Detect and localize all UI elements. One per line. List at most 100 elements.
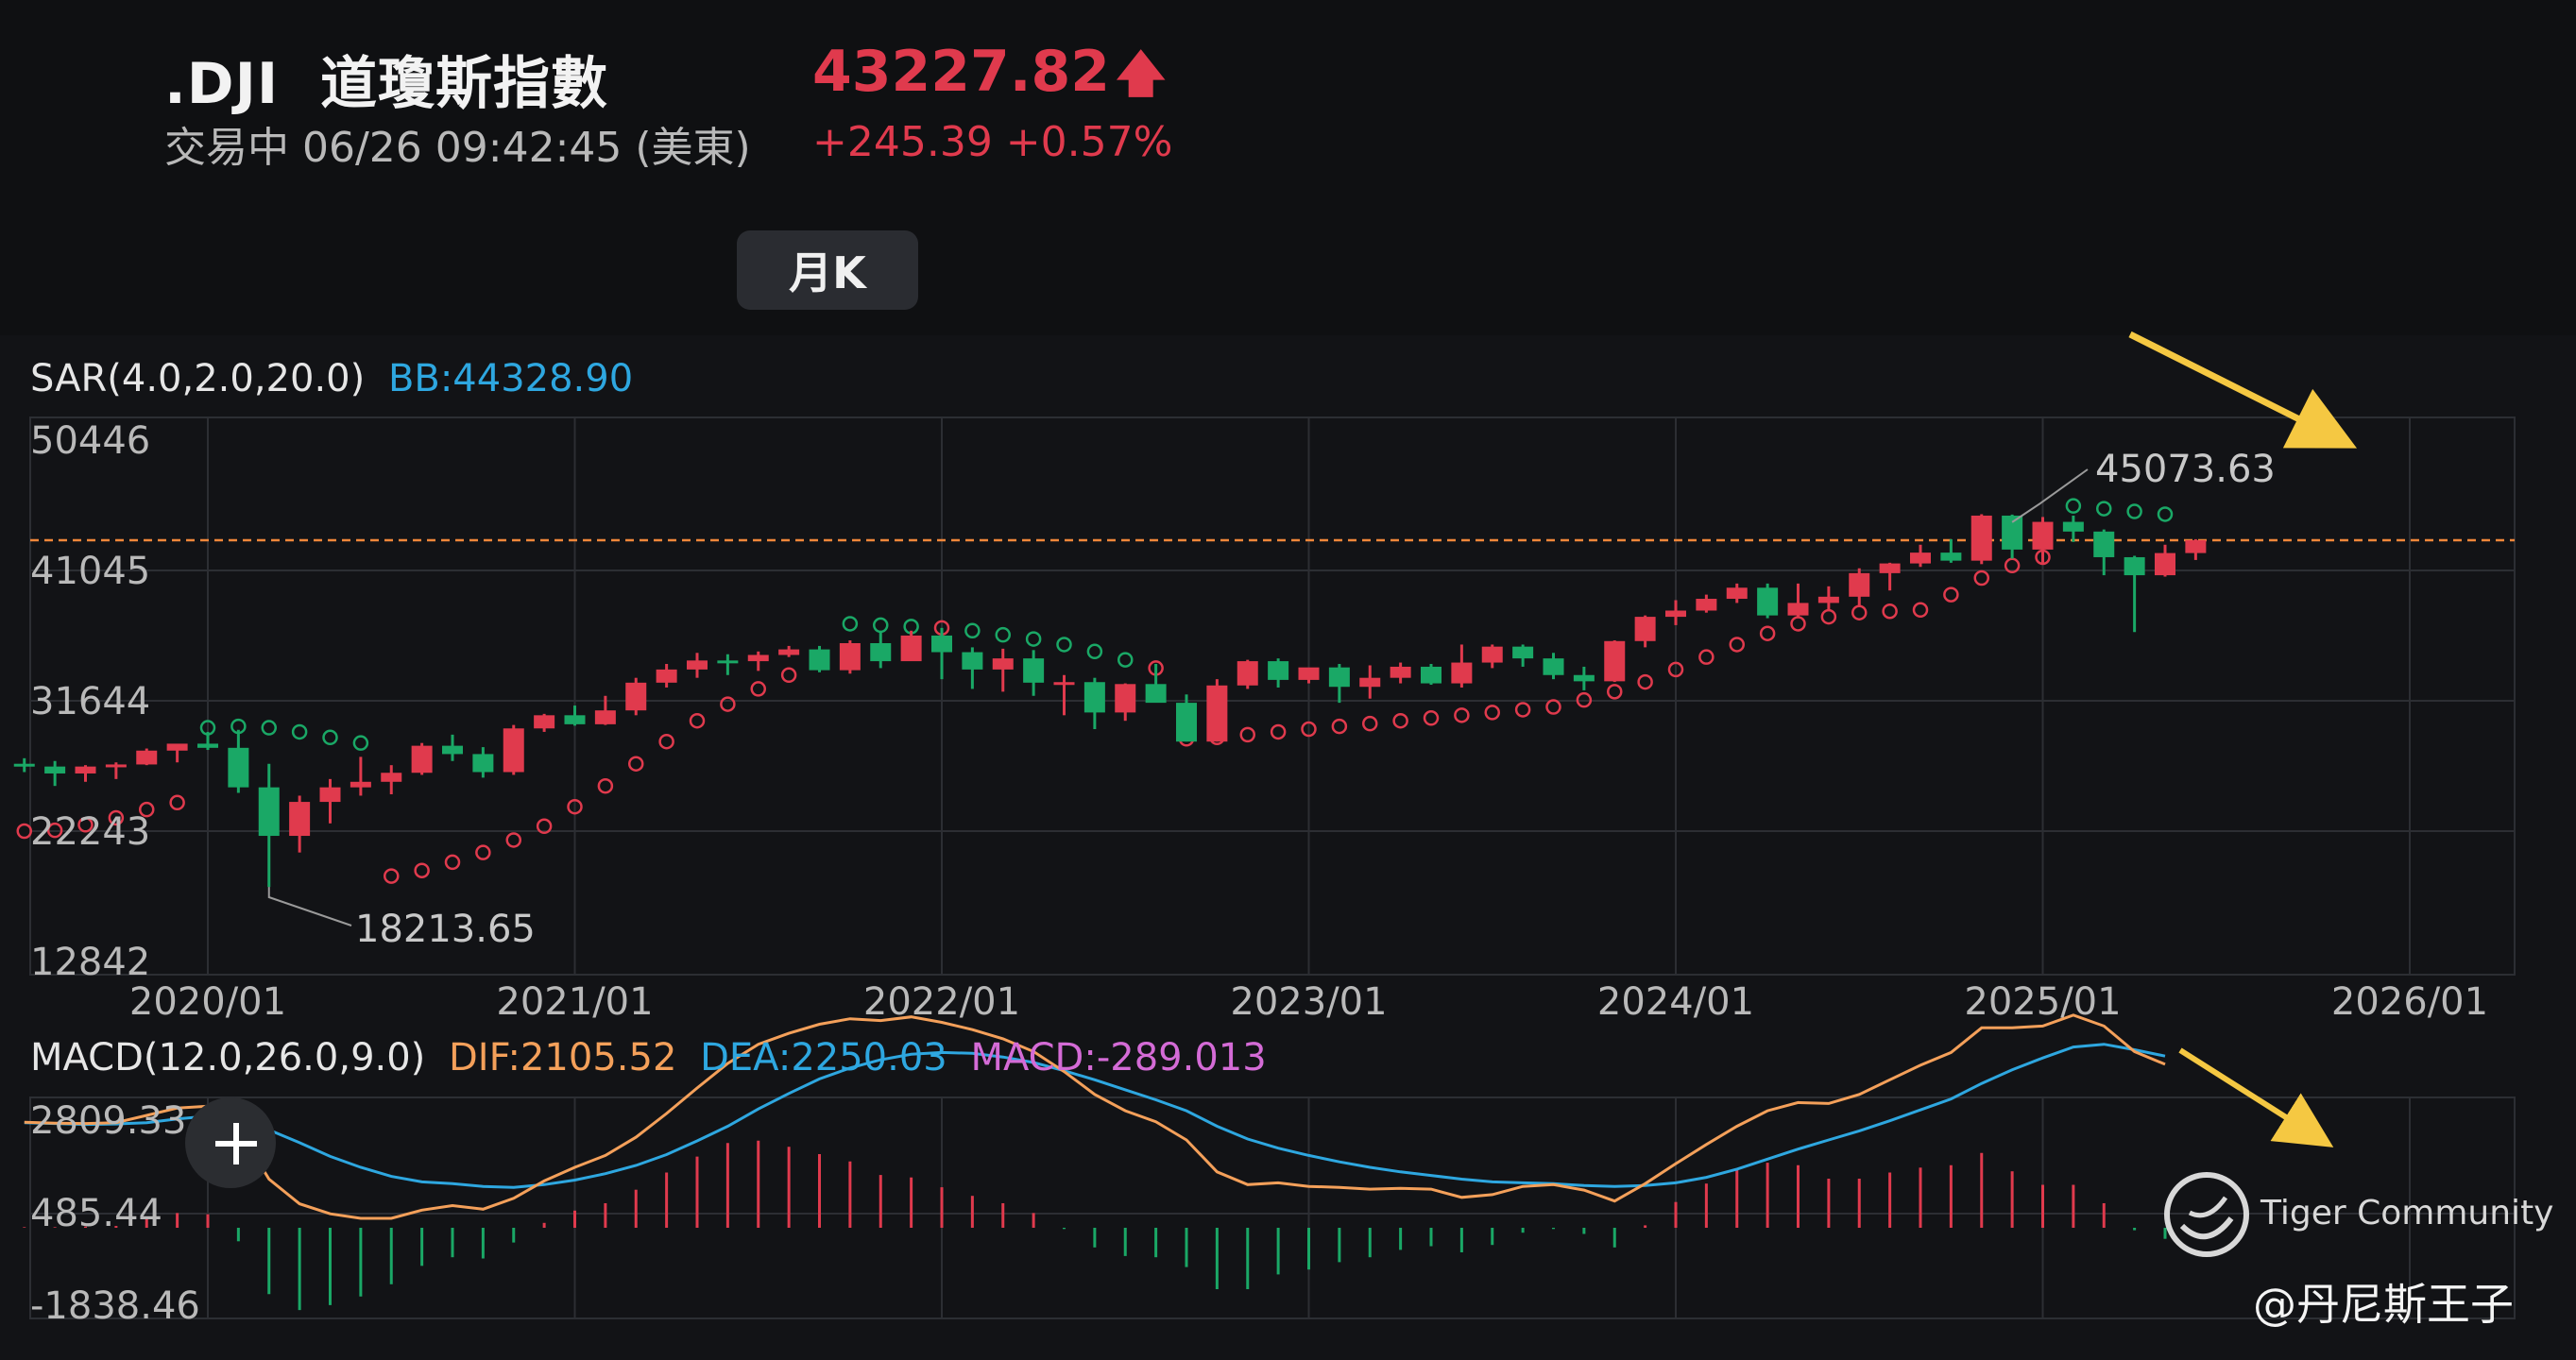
candle-body bbox=[1298, 667, 1320, 680]
candle-body bbox=[1573, 674, 1595, 682]
main-legend: SAR(4.0,2.0,20.0) BB:44328.90 bbox=[30, 357, 633, 400]
macd-params-label: MACD(12.0,26.0,9.0) bbox=[30, 1036, 425, 1080]
sar-dot bbox=[1882, 603, 1898, 620]
sar-dot bbox=[1454, 707, 1470, 723]
candle-body bbox=[1237, 661, 1258, 686]
candle-body bbox=[13, 763, 35, 767]
sar-dot bbox=[597, 777, 614, 794]
sar-dot bbox=[1331, 718, 1348, 735]
macd-legend: MACD(12.0,26.0,9.0) DIF:2105.52 DEA:2250… bbox=[30, 1036, 1267, 1080]
tiger-community-watermark: Tiger Community bbox=[2161, 1169, 2553, 1264]
sar-dot bbox=[1729, 637, 1745, 653]
candle-body bbox=[1604, 640, 1626, 682]
candle-body bbox=[472, 754, 494, 773]
candle-body bbox=[1849, 572, 1870, 597]
period-monthly-button[interactable]: 月K bbox=[737, 230, 918, 310]
candle-body bbox=[136, 750, 158, 765]
sar-dot bbox=[1576, 691, 1593, 708]
candle-body bbox=[2093, 531, 2115, 557]
candle-body bbox=[1665, 610, 1686, 618]
macd-histogram bbox=[23, 1140, 2167, 1311]
macd-chart-grid bbox=[29, 1096, 2516, 1319]
candle-body bbox=[1328, 667, 1350, 688]
price-change: +245.39 +0.57% bbox=[812, 118, 1173, 166]
annotation-label: 18213.65 bbox=[355, 908, 536, 951]
sar-dot bbox=[1239, 726, 1255, 743]
candle-body bbox=[166, 743, 188, 751]
candle-body bbox=[2155, 552, 2175, 576]
macd-axes: 2809.33 485.44 -1838.46 bbox=[30, 1099, 200, 1328]
candle-body bbox=[931, 635, 952, 653]
dif-line bbox=[24, 1013, 2166, 1220]
candle-body bbox=[1206, 685, 1228, 742]
sar-dot bbox=[1270, 723, 1287, 740]
main-chart-grid bbox=[29, 416, 2516, 976]
candle-body bbox=[2002, 515, 2023, 550]
annotation-arrow-macd bbox=[2178, 1047, 2334, 1148]
brand-text: Tiger Community bbox=[2260, 1194, 2554, 1232]
candle-body bbox=[534, 715, 555, 729]
plus-icon bbox=[215, 1123, 257, 1164]
sar-dot bbox=[964, 622, 981, 639]
candle-body bbox=[350, 781, 371, 788]
candle-body bbox=[1481, 646, 1503, 663]
bb-label: BB:44328.90 bbox=[388, 357, 633, 400]
candle-body bbox=[870, 642, 892, 662]
sar-dot bbox=[750, 681, 766, 697]
candle-body bbox=[258, 787, 280, 837]
symbol-code: .DJI bbox=[164, 51, 280, 117]
candle-body bbox=[381, 773, 402, 782]
sar-dot bbox=[567, 798, 583, 815]
sar-dot bbox=[1943, 586, 1959, 603]
candle-body bbox=[503, 728, 524, 773]
y-tick-label: 50446 bbox=[30, 419, 150, 463]
x-tick-label: 2022/01 bbox=[863, 980, 1020, 1024]
candle-body bbox=[2124, 556, 2145, 576]
candle-body bbox=[1940, 552, 1962, 561]
main-chart-annotations: 45073.63 18213.65 bbox=[267, 448, 2276, 951]
dea-label: DEA:2250.03 bbox=[700, 1036, 947, 1080]
x-tick-label: 2026/01 bbox=[2331, 980, 2488, 1024]
candle-body bbox=[1726, 587, 1748, 600]
candle-body bbox=[442, 745, 463, 755]
sar-dot bbox=[1484, 705, 1500, 721]
sar-dot bbox=[291, 723, 308, 740]
candle-body bbox=[1696, 599, 1717, 611]
sar-dot bbox=[2157, 506, 2174, 522]
candle-body bbox=[717, 660, 739, 664]
annotation-arrow-main bbox=[2128, 331, 2358, 449]
tiger-logo-icon bbox=[2164, 1172, 2249, 1257]
sar-dot bbox=[505, 832, 521, 848]
candle-body bbox=[625, 682, 647, 711]
sar-dot bbox=[628, 756, 644, 772]
candle-body bbox=[105, 764, 127, 768]
sar-dot bbox=[352, 735, 369, 751]
candle-body bbox=[564, 715, 586, 724]
symbol-title: .DJI 道瓊斯指數 bbox=[164, 38, 608, 120]
sar-dot bbox=[2126, 503, 2142, 519]
x-tick-label: 2025/01 bbox=[1964, 980, 2121, 1024]
candle-body bbox=[778, 649, 800, 655]
sar-dot bbox=[1301, 721, 1317, 738]
sar-dot bbox=[1973, 570, 1989, 586]
sar-dot bbox=[2004, 557, 2021, 574]
annotation-leader bbox=[267, 887, 352, 926]
annotation-label: 45073.63 bbox=[2095, 448, 2276, 491]
sar-dot bbox=[1362, 715, 1378, 732]
up-arrow-icon: 🡅 bbox=[1116, 46, 1167, 103]
sar-dot bbox=[1117, 652, 1134, 668]
add-indicator-button[interactable] bbox=[185, 1097, 276, 1188]
x-tick-label: 2024/01 bbox=[1597, 980, 1754, 1024]
sar-dot bbox=[1545, 699, 1561, 715]
sar-dot bbox=[384, 868, 400, 884]
sar-dot bbox=[414, 862, 430, 878]
sar-dot bbox=[1790, 616, 1806, 632]
sar-dot bbox=[322, 729, 338, 746]
sar-dot bbox=[1820, 608, 1837, 625]
candle-body bbox=[319, 787, 341, 803]
sar-dot bbox=[444, 854, 461, 871]
candle-body bbox=[992, 658, 1014, 670]
sar-dot bbox=[780, 667, 797, 684]
sar-dot bbox=[77, 817, 94, 833]
